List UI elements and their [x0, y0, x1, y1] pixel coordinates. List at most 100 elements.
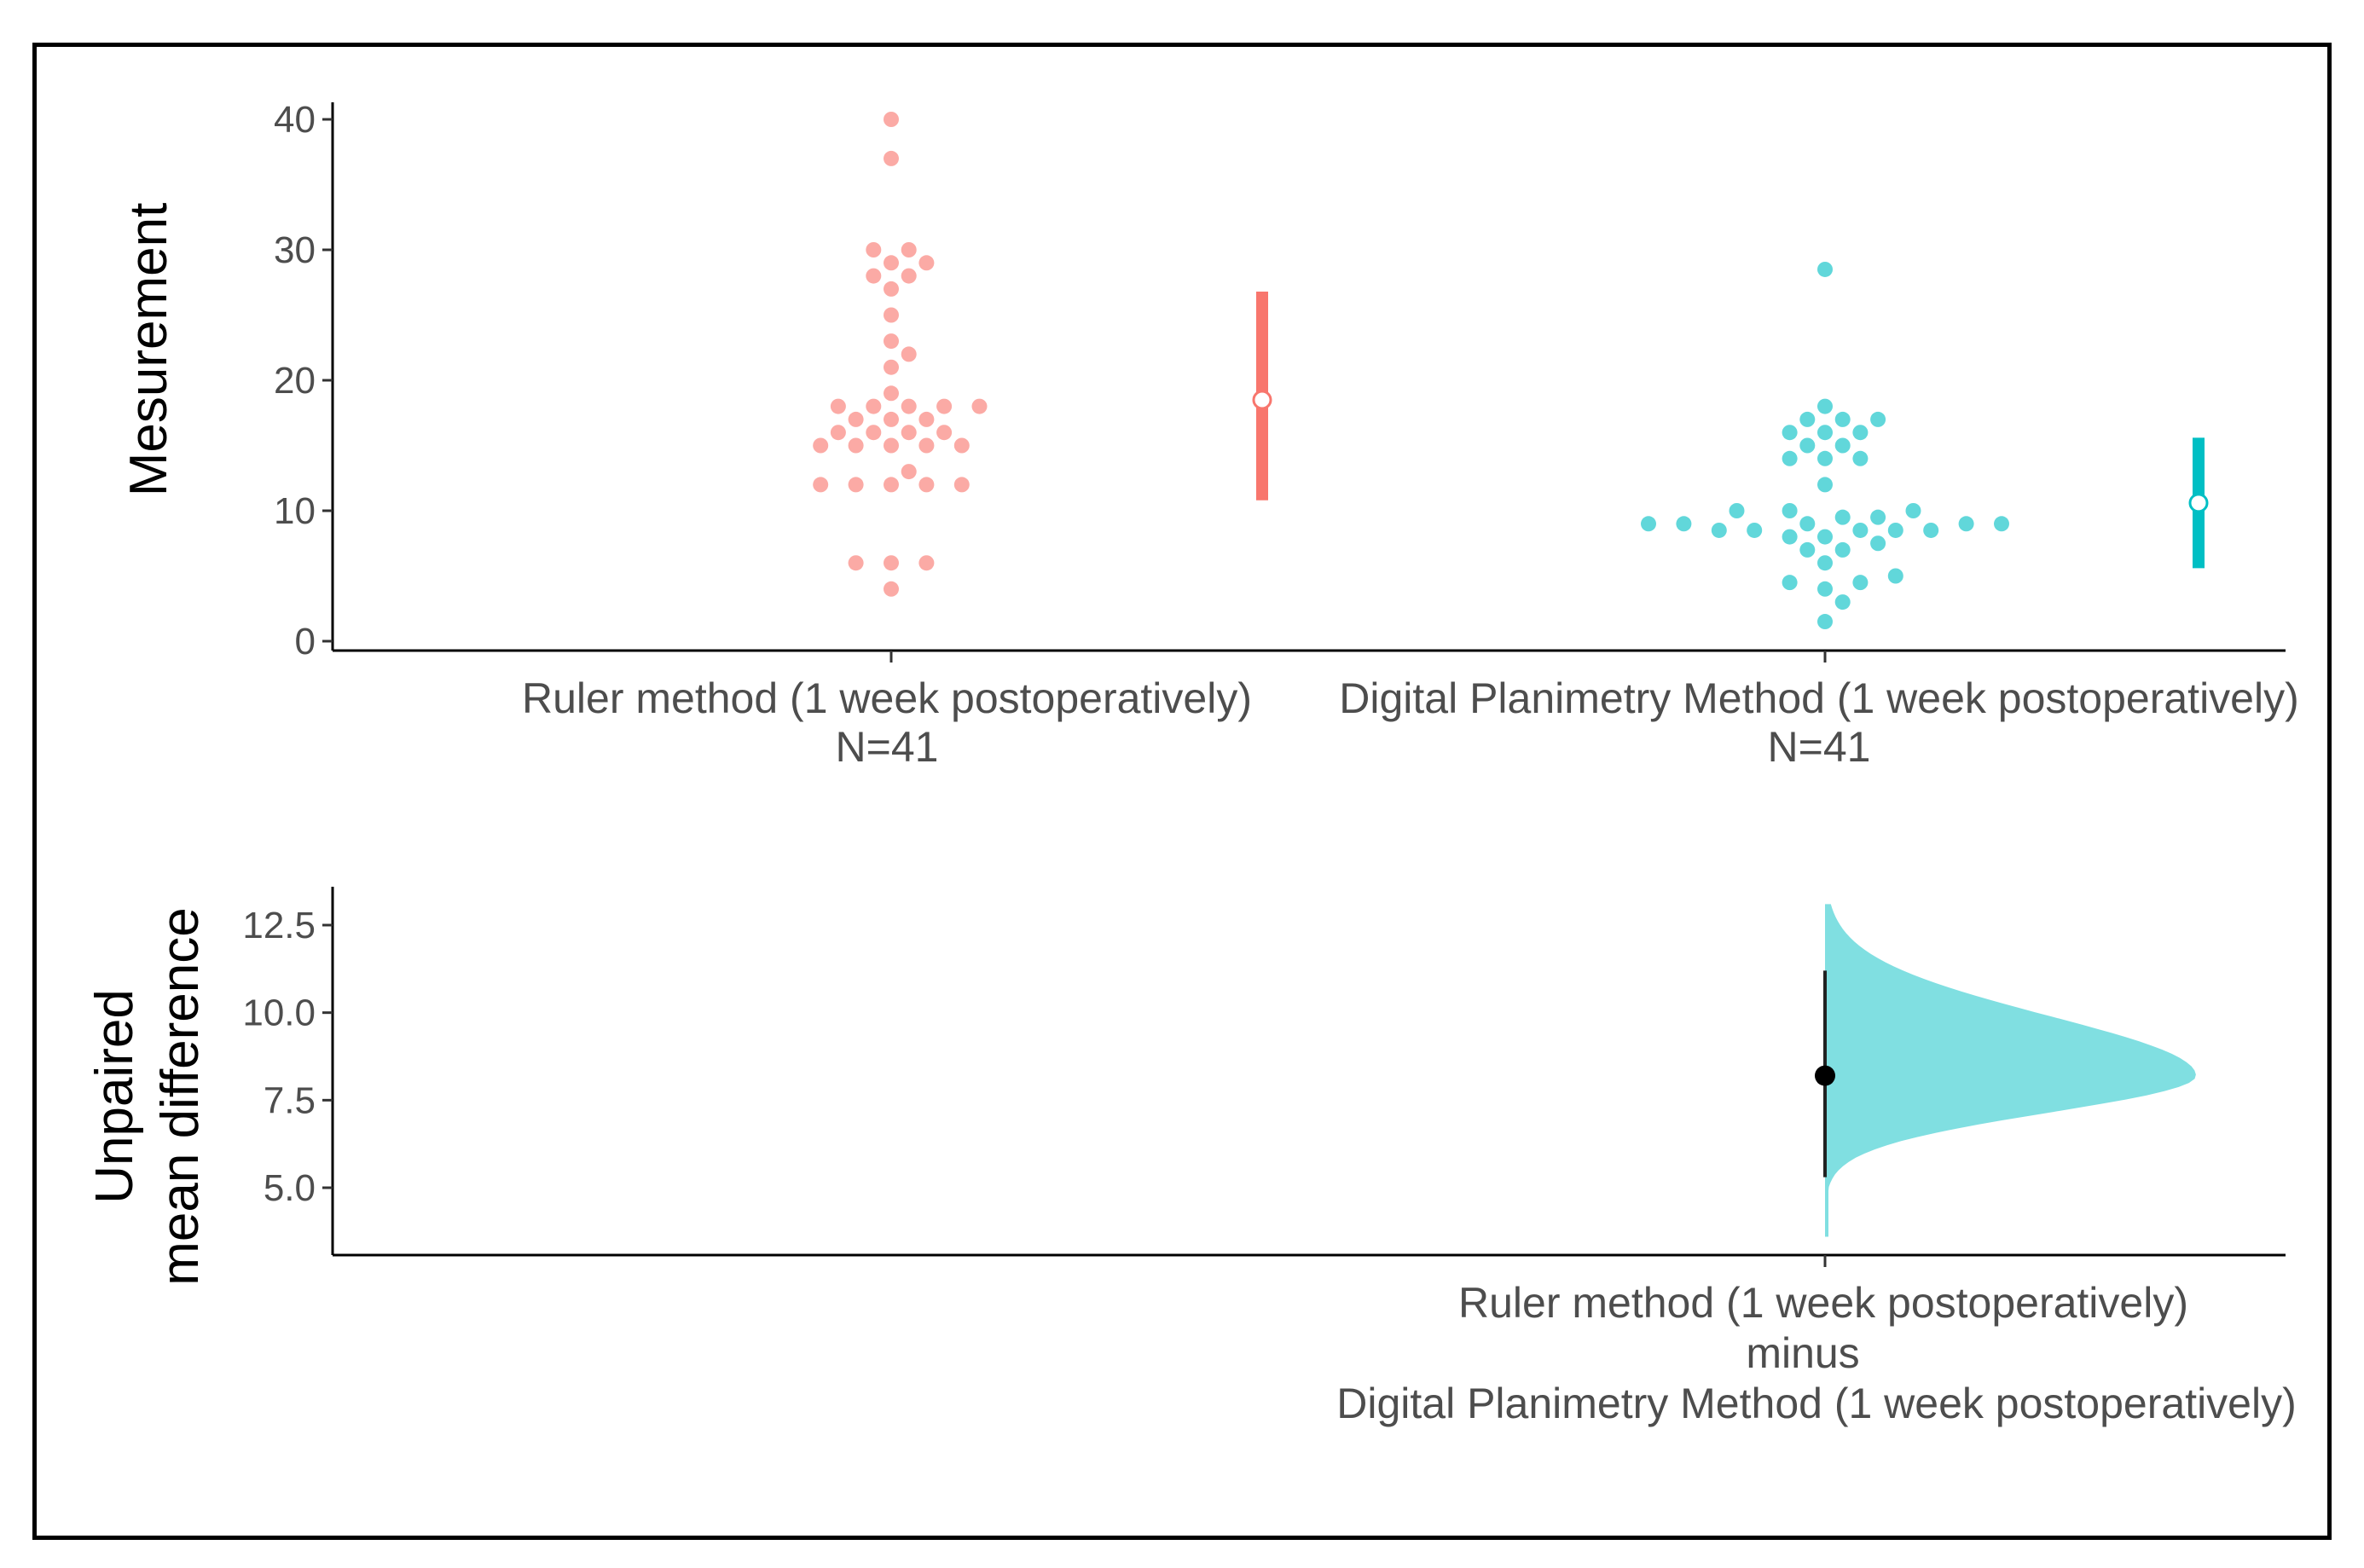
top-points — [813, 112, 2009, 630]
x-category-n-2: N=41 — [1768, 723, 1871, 771]
data-point-1 — [953, 477, 970, 493]
x-category-label-1: Ruler method (1 week postoperatively) — [522, 674, 1252, 722]
data-point-1 — [813, 437, 829, 454]
data-point-1 — [884, 411, 899, 427]
data-point-1 — [884, 112, 899, 127]
data-point-2 — [1817, 477, 1833, 493]
data-point-2 — [1641, 516, 1656, 532]
bootstrap-distribution — [1825, 904, 2196, 1237]
data-point-2 — [1676, 516, 1692, 532]
top-panel: Mesurement 0 10 20 30 40 Ruler method (1 wee… — [119, 99, 2299, 771]
y-tick-label-top: 10 — [274, 490, 316, 532]
data-point-2 — [1817, 614, 1833, 630]
data-point-2 — [1852, 425, 1869, 441]
summary-mean-1 — [1252, 390, 1272, 410]
data-point-1 — [884, 581, 899, 597]
data-point-2 — [1782, 529, 1798, 545]
data-point-2 — [1799, 437, 1816, 454]
data-point-2 — [1729, 503, 1745, 518]
data-point-1 — [918, 411, 935, 427]
data-point-1 — [848, 555, 864, 571]
data-point-1 — [884, 477, 899, 493]
data-point-1 — [901, 242, 917, 257]
data-point-2 — [1799, 411, 1816, 427]
data-point-2 — [1817, 529, 1833, 545]
data-point-2 — [1747, 522, 1763, 538]
data-point-2 — [1782, 575, 1798, 591]
bottom-distribution — [1815, 904, 2196, 1237]
y-tick-label-bottom: 10.0 — [242, 992, 316, 1034]
y-axis-label-bottom-line1: Unpaired — [85, 989, 144, 1204]
data-point-2 — [1799, 516, 1816, 532]
x-label-line-1: Ruler method (1 week postoperatively) — [1458, 1279, 2188, 1327]
summary-mean-2 — [2188, 493, 2209, 513]
data-point-1 — [884, 333, 899, 350]
data-point-2 — [1870, 411, 1886, 427]
data-point-2 — [1870, 535, 1886, 552]
data-point-1 — [884, 385, 899, 402]
data-point-1 — [901, 425, 917, 441]
data-point-2 — [1870, 509, 1886, 525]
data-point-2 — [1782, 425, 1798, 441]
data-point-1 — [813, 477, 829, 493]
data-point-2 — [1817, 450, 1833, 466]
data-point-2 — [1834, 437, 1851, 454]
data-point-1 — [848, 437, 864, 454]
data-point-2 — [1817, 581, 1833, 597]
data-point-2 — [1782, 450, 1798, 466]
data-point-2 — [1852, 575, 1869, 591]
data-point-2 — [1834, 541, 1851, 558]
top-axes: 0 10 20 30 40 — [274, 99, 2286, 662]
y-tick-label-bottom: 5.0 — [264, 1167, 316, 1209]
data-point-1 — [936, 398, 953, 414]
data-point-1 — [901, 268, 917, 284]
data-point-2 — [1834, 594, 1851, 610]
data-point-2 — [1711, 522, 1727, 538]
y-tick-label-top: 20 — [274, 360, 316, 402]
data-point-2 — [1817, 261, 1833, 277]
y-tick-label-bottom: 7.5 — [264, 1079, 316, 1121]
x-category-label-2: Digital Planimetry Method (1 week postop… — [1339, 674, 2299, 722]
data-point-2 — [1799, 541, 1816, 558]
data-point-1 — [971, 398, 988, 414]
data-point-1 — [866, 425, 882, 441]
data-point-1 — [884, 150, 899, 166]
data-point-1 — [918, 437, 935, 454]
data-point-2 — [1905, 503, 1921, 518]
y-tick-label-top: 40 — [274, 99, 316, 141]
y-tick-label-top: 30 — [274, 229, 316, 271]
mean-difference-point — [1815, 1065, 1835, 1086]
data-point-1 — [866, 268, 882, 284]
data-point-2 — [1817, 398, 1833, 414]
data-point-1 — [953, 437, 970, 454]
data-point-1 — [884, 359, 899, 375]
data-point-1 — [901, 398, 917, 414]
data-point-1 — [884, 255, 899, 271]
y-tick-label-bottom: 12.5 — [242, 905, 316, 946]
data-point-1 — [918, 255, 935, 271]
y-tick-label-top: 0 — [295, 621, 316, 662]
data-point-1 — [884, 437, 899, 454]
data-point-2 — [1834, 411, 1851, 427]
data-point-2 — [1852, 450, 1869, 466]
data-point-2 — [1958, 516, 1974, 532]
y-axis-label-top: Mesurement — [119, 203, 178, 497]
data-point-1 — [848, 411, 864, 427]
data-point-1 — [884, 307, 899, 323]
data-point-1 — [936, 425, 953, 441]
data-point-1 — [830, 398, 846, 414]
data-point-1 — [901, 346, 917, 362]
data-point-1 — [918, 555, 935, 571]
x-category-n-1: N=41 — [836, 723, 939, 771]
data-point-1 — [884, 281, 899, 297]
data-point-1 — [830, 425, 846, 441]
data-point-1 — [866, 398, 882, 414]
data-point-2 — [1887, 522, 1903, 538]
bottom-panel: Unpaired mean difference 5.07.510.012.5 … — [85, 887, 2297, 1427]
data-point-2 — [1817, 425, 1833, 441]
figure-frame — [32, 43, 2332, 1540]
x-label-line-2: minus — [1746, 1329, 1859, 1377]
top-summary-bars — [1252, 291, 2209, 569]
bottom-axes: 5.0 7.5 10.0 12.5 — [242, 887, 2286, 1267]
